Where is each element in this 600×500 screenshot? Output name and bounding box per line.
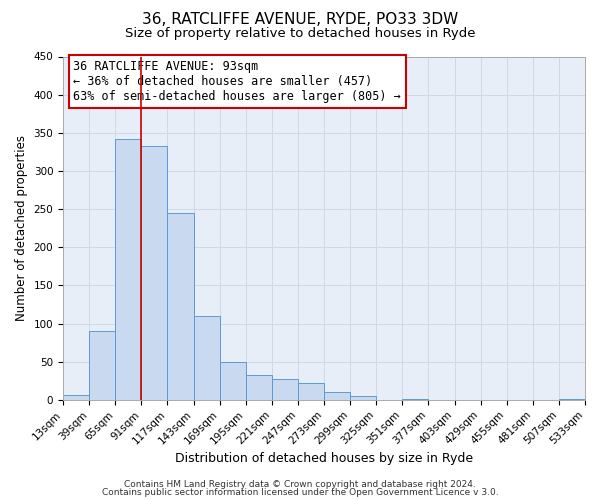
- Bar: [220, 362, 246, 400]
- Bar: [559, 399, 585, 400]
- Text: 36, RATCLIFFE AVENUE, RYDE, PO33 3DW: 36, RATCLIFFE AVENUE, RYDE, PO33 3DW: [142, 12, 458, 28]
- Text: Contains public sector information licensed under the Open Government Licence v : Contains public sector information licen…: [101, 488, 499, 497]
- Bar: [194, 316, 220, 400]
- Bar: [115, 139, 142, 400]
- Bar: [142, 146, 167, 400]
- Bar: [167, 213, 194, 400]
- X-axis label: Distribution of detached houses by size in Ryde: Distribution of detached houses by size …: [175, 452, 473, 465]
- Bar: [246, 374, 272, 400]
- Bar: [324, 392, 350, 400]
- Bar: [350, 396, 376, 400]
- Y-axis label: Number of detached properties: Number of detached properties: [15, 135, 28, 321]
- Bar: [272, 380, 298, 400]
- Text: Contains HM Land Registry data © Crown copyright and database right 2024.: Contains HM Land Registry data © Crown c…: [124, 480, 476, 489]
- Text: Size of property relative to detached houses in Ryde: Size of property relative to detached ho…: [125, 28, 475, 40]
- Bar: [63, 394, 89, 400]
- Bar: [403, 399, 428, 400]
- Text: 36 RATCLIFFE AVENUE: 93sqm
← 36% of detached houses are smaller (457)
63% of sem: 36 RATCLIFFE AVENUE: 93sqm ← 36% of deta…: [73, 60, 401, 103]
- Bar: [298, 383, 324, 400]
- Bar: [89, 331, 115, 400]
